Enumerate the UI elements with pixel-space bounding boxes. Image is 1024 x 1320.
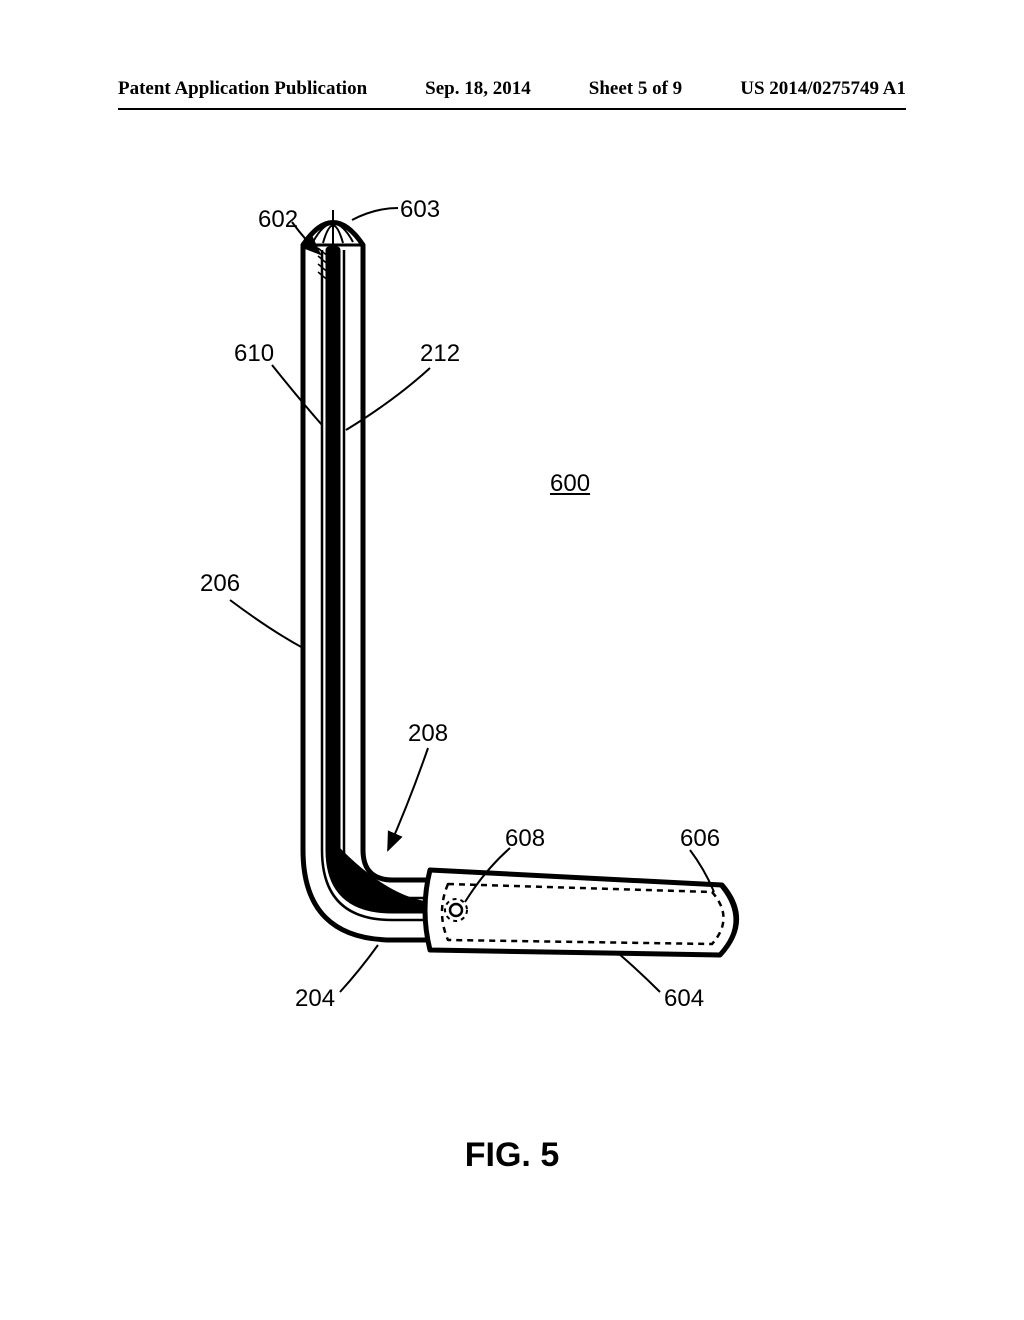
page: Patent Application Publication Sep. 18, … <box>0 0 1024 1320</box>
ref-608: 608 <box>505 825 545 853</box>
ref-600-assembly: 600 <box>550 470 590 498</box>
ref-606: 606 <box>680 825 720 853</box>
ref-604: 604 <box>664 985 704 1013</box>
ref-212: 212 <box>420 340 460 368</box>
publication-date: Sep. 18, 2014 <box>425 78 531 100</box>
ref-208: 208 <box>408 720 448 748</box>
ref-610: 610 <box>234 340 274 368</box>
ref-204: 204 <box>295 985 335 1013</box>
figure-label: FIG. 5 <box>0 1136 1024 1175</box>
header-rule <box>118 108 906 110</box>
figure-area: 602 603 610 212 600 206 208 608 606 204 … <box>0 150 1024 1320</box>
ref-602: 602 <box>258 206 298 234</box>
ref-603: 603 <box>400 196 440 224</box>
sheet-number: Sheet 5 of 9 <box>589 78 682 100</box>
publication-type: Patent Application Publication <box>118 78 367 100</box>
page-header: Patent Application Publication Sep. 18, … <box>118 78 906 100</box>
ref-206: 206 <box>200 570 240 598</box>
publication-number: US 2014/0275749 A1 <box>740 78 906 100</box>
